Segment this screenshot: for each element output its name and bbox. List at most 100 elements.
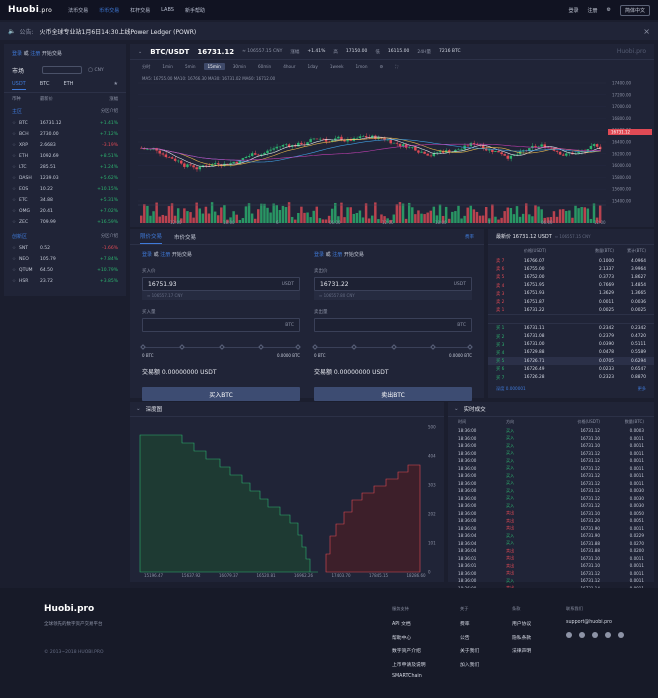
footer-link[interactable]: 费率 [460, 622, 470, 627]
footer-link[interactable]: 关于我们 [460, 649, 480, 654]
zone-intro-link[interactable]: 分区介绍 [100, 109, 118, 114]
ask-row[interactable]: 卖 3 16751.93 1.3629 1.3665 [488, 290, 654, 298]
interval-0[interactable]: 分时 [142, 63, 151, 69]
market-row[interactable]: ☆ LTC 285.51 +1.24% [4, 162, 126, 173]
interval-2[interactable]: 5min [184, 64, 196, 69]
col-change[interactable]: 涨幅 [109, 97, 118, 102]
col-price[interactable]: 最新价 [40, 97, 53, 102]
tab-limit-order[interactable]: 限价交易 [140, 232, 163, 244]
sell-amount-input[interactable]: BTC [314, 318, 472, 332]
collapse-chevron-icon[interactable]: ⌄ [454, 406, 459, 412]
star-icon[interactable]: ☆ [12, 132, 17, 137]
sell-btc-button[interactable]: 卖出BTC [314, 387, 472, 401]
market-row[interactable]: ☆ BTC 16731.12 +1.41% [4, 118, 126, 129]
market-row[interactable]: ☆ BCH 2730.00 +7.12% [4, 129, 126, 140]
buy-login-link[interactable]: 登录 [142, 252, 153, 258]
market-row[interactable]: ☆ NEO 105.79 +7.84% [4, 254, 126, 265]
star-icon[interactable]: ☆ [12, 209, 17, 214]
indicator-settings-icon[interactable]: ⚙ [379, 64, 384, 69]
market-row[interactable]: ☆ EOS 10.22 +10.15% [4, 184, 126, 195]
bid-row[interactable]: 买 7 16726.28 0.2323 0.8870 [488, 373, 654, 381]
market-row[interactable]: ☆ DASH 1239.03 +5.62% [4, 173, 126, 184]
bid-row[interactable]: 买 5 16726.71 0.0705 0.6294 [488, 357, 654, 366]
ask-row[interactable]: 卖 6 16755.00 2.1337 3.9964 [488, 265, 654, 273]
weibo-icon[interactable] [566, 631, 572, 638]
ask-row[interactable]: 卖 1 16731.22 0.0025 0.0025 [488, 306, 654, 314]
footer-link[interactable]: 公告 [460, 635, 470, 641]
star-icon[interactable]: ☆ [12, 198, 17, 203]
footer-link[interactable]: 法律声明 [512, 649, 532, 654]
kline-chart[interactable]: MA5: 16755.00 MA10: 16766.30 MA30: 16731… [130, 73, 654, 227]
footer-link[interactable]: SMARTChain [392, 674, 422, 679]
collapse-chevron-icon[interactable]: ⌄ [136, 406, 141, 412]
buy-amount-input[interactable]: BTC [142, 318, 300, 332]
star-icon[interactable]: ☆ [12, 176, 17, 181]
tab-market-order[interactable]: 市价交易 [174, 234, 197, 241]
sell-price-input[interactable]: 16731.22 USDT [314, 277, 472, 291]
cny-toggle[interactable]: ◯ CNY [88, 67, 104, 73]
ask-row[interactable]: 卖 7 16766.07 0.1000 4.0964 [488, 257, 654, 265]
telegram-icon[interactable] [592, 631, 598, 638]
bid-row[interactable]: 买 6 16726.49 0.0233 0.6547 [488, 365, 654, 373]
star-icon[interactable]: ☆ [12, 121, 17, 126]
star-icon[interactable]: ☆ [12, 165, 17, 170]
collapse-chevron-icon[interactable]: ⌄ [138, 48, 143, 55]
interval-4[interactable]: 30min [232, 64, 246, 69]
star-icon[interactable]: ☆ [12, 187, 17, 192]
sell-register-link[interactable]: 注册 [332, 252, 343, 258]
ask-row[interactable]: 卖 2 16751.87 0.0011 0.0036 [488, 298, 654, 306]
footer-link[interactable]: 隐私条款 [512, 635, 532, 641]
market-row[interactable]: ☆ ZEC 709.99 +16.59% [4, 217, 126, 228]
nav-item-help[interactable]: 新手帮助 [184, 7, 205, 14]
register-link[interactable]: 注册 [587, 7, 598, 14]
favorites-star-icon[interactable]: ★ [113, 81, 118, 87]
interval-3[interactable]: 15min [203, 63, 225, 70]
logo[interactable]: Huobi.pro [8, 5, 53, 15]
fullscreen-icon[interactable]: ⛶ [395, 64, 399, 69]
nav-item-labs[interactable]: LABS [161, 6, 174, 13]
market-row[interactable]: ☆ QTUM 64.50 +10.79% [4, 265, 126, 276]
market-row[interactable]: ☆ XRP 2.6683 -3.19% [4, 140, 126, 151]
footer-link[interactable]: 用户协议 [512, 622, 532, 627]
footer-link[interactable]: 帮助中心 [392, 635, 412, 641]
interval-6[interactable]: 4hour [283, 64, 296, 69]
market-search-input[interactable] [42, 66, 83, 74]
star-icon[interactable]: ☆ [12, 154, 17, 159]
footer-link[interactable]: 加入我们 [460, 662, 480, 668]
star-icon[interactable]: ☆ [12, 279, 17, 284]
wechat-icon[interactable] [579, 631, 585, 638]
interval-8[interactable]: 1week [329, 64, 344, 69]
footer-logo[interactable]: Huobi.pro [44, 604, 95, 614]
fee-rate-link[interactable]: 费率 [465, 234, 474, 240]
bid-row[interactable]: 买 1 16731.11 0.2342 0.2342 [488, 324, 654, 332]
market-row[interactable]: ☆ ETH 1092.69 +8.51% [4, 151, 126, 162]
market-row[interactable]: ☆ SNT 0.52 -1.66% [4, 243, 126, 254]
tab-usdt[interactable]: USDT [12, 81, 26, 90]
nav-item-exchange[interactable]: 币币交易 [99, 7, 120, 14]
col-symbol[interactable]: 币种 [12, 97, 21, 102]
footer-link[interactable]: 上币申请及说明 [392, 662, 426, 668]
market-row[interactable]: ☆ ETC 34.88 +5.31% [4, 195, 126, 206]
footer-link[interactable]: 数字资产介绍 [392, 649, 421, 654]
interval-9[interactable]: 1mon [355, 64, 368, 69]
depth-chart[interactable]: 500 404 303 202 101 0 15196.47 15637.92 16079.37… [130, 417, 444, 582]
tab-btc[interactable]: BTC [39, 81, 50, 87]
star-icon[interactable]: ☆ [12, 220, 17, 225]
star-icon[interactable]: ☆ [12, 246, 17, 251]
buy-amount-slider[interactable] [140, 344, 301, 350]
zone-intro-link-2[interactable]: 分区介绍 [100, 234, 118, 239]
bid-row[interactable]: 买 4 16729.88 0.0478 0.5589 [488, 349, 654, 357]
sell-login-link[interactable]: 登录 [314, 252, 325, 258]
bid-row[interactable]: 买 3 16731.00 0.0390 0.5111 [488, 341, 654, 349]
sidebar-login-link[interactable]: 登录 [12, 51, 23, 57]
twitter-icon[interactable] [605, 631, 611, 638]
footer-link[interactable]: API 文档 [392, 622, 411, 627]
login-link[interactable]: 登录 [568, 7, 579, 14]
tab-eth[interactable]: ETH [63, 81, 74, 87]
settings-icon[interactable]: ⚙ [606, 7, 611, 13]
close-icon[interactable]: × [643, 26, 650, 36]
interval-5[interactable]: 60min [257, 64, 272, 69]
star-icon[interactable]: ☆ [12, 257, 17, 262]
bid-row[interactable]: 买 2 16731.08 0.2379 0.4720 [488, 333, 654, 341]
nav-item-otc[interactable]: 法币交易 [68, 7, 89, 14]
